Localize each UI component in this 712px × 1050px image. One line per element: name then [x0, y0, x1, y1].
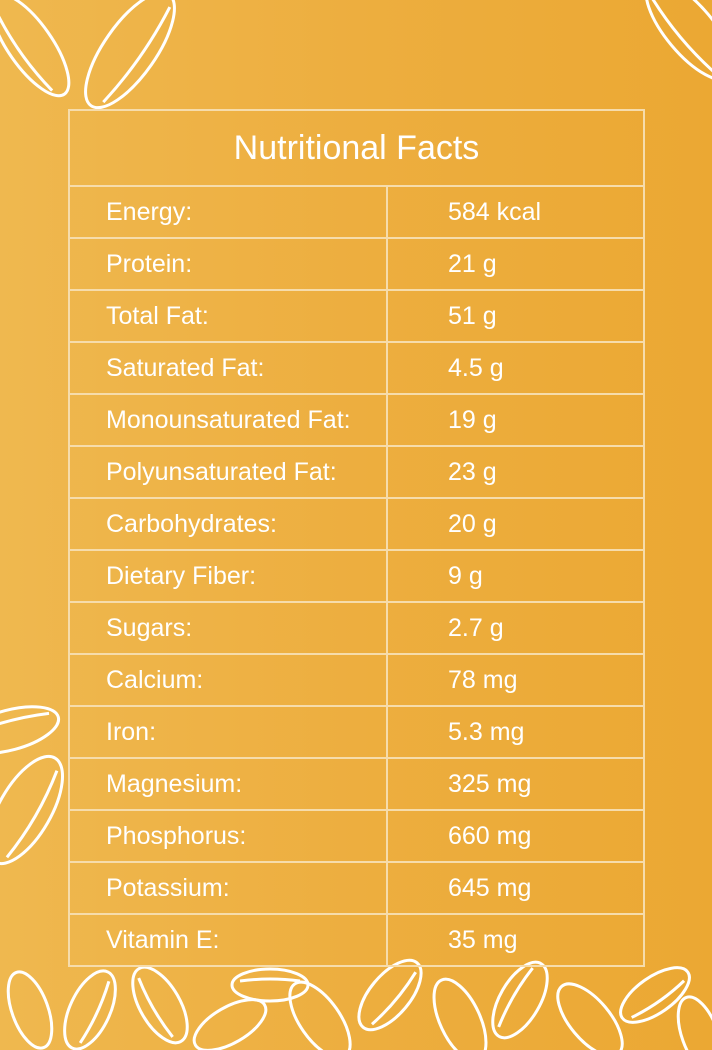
nutrient-row: Energy: 584 kcal — [68, 185, 645, 239]
nutrient-amount: 4.5 g — [386, 341, 645, 395]
nutrient-amount: 645 mg — [386, 861, 645, 915]
nutrient-name: Magnesium: — [68, 757, 388, 811]
nutrient-name: Saturated Fat: — [68, 341, 388, 395]
nutrient-row: Total Fat: 51 g — [68, 289, 645, 343]
nutrient-name: Monounsaturated Fat: — [68, 393, 388, 447]
nutrient-amount: 51 g — [386, 289, 645, 343]
nutrient-name: Dietary Fiber: — [68, 549, 388, 603]
nutrient-name: Sugars: — [68, 601, 388, 655]
nutrient-amount: 2.7 g — [386, 601, 645, 655]
nutrient-row: Iron: 5.3 mg — [68, 705, 645, 759]
nutrient-row: Dietary Fiber: 9 g — [68, 549, 645, 603]
nutrient-name: Vitamin E: — [68, 913, 388, 967]
nutrient-amount: 78 mg — [386, 653, 645, 707]
nutrient-row: Monounsaturated Fat: 19 g — [68, 393, 645, 447]
nutrient-name: Phosphorus: — [68, 809, 388, 863]
nutrient-name: Iron: — [68, 705, 388, 759]
nutrient-amount: 9 g — [386, 549, 645, 603]
nutrient-name: Protein: — [68, 237, 388, 291]
nutrient-name: Total Fat: — [68, 289, 388, 343]
nutrient-name: Polyunsaturated Fat: — [68, 445, 388, 499]
nutrient-amount: 23 g — [386, 445, 645, 499]
nutrient-amount: 21 g — [386, 237, 645, 291]
nutrient-amount: 660 mg — [386, 809, 645, 863]
nutrient-row: Saturated Fat: 4.5 g — [68, 341, 645, 395]
nutrient-amount: 20 g — [386, 497, 645, 551]
nutrient-name: Calcium: — [68, 653, 388, 707]
nutrient-amount: 325 mg — [386, 757, 645, 811]
nutrient-amount: 19 g — [386, 393, 645, 447]
nutrient-row: Magnesium: 325 mg — [68, 757, 645, 811]
nutrient-row: Calcium: 78 mg — [68, 653, 645, 707]
nutrient-name: Potassium: — [68, 861, 388, 915]
nutrient-amount: 5.3 mg — [386, 705, 645, 759]
nutrient-row: Vitamin E: 35 mg — [68, 913, 645, 967]
nutrient-amount: 35 mg — [386, 913, 645, 967]
nutrient-name: Carbohydrates: — [68, 497, 388, 551]
table-title: Nutritional Facts — [68, 109, 645, 187]
nutrient-name: Energy: — [68, 185, 388, 239]
nutrient-row: Potassium: 645 mg — [68, 861, 645, 915]
nutrition-table: Nutritional Facts Energy: 584 kcal Protein… — [68, 109, 645, 967]
nutrient-row: Protein: 21 g — [68, 237, 645, 291]
nutrient-row: Carbohydrates: 20 g — [68, 497, 645, 551]
nutrient-amount: 584 kcal — [386, 185, 645, 239]
title-row: Nutritional Facts — [68, 109, 645, 187]
nutrient-row: Polyunsaturated Fat: 23 g — [68, 445, 645, 499]
nutrient-row: Phosphorus: 660 mg — [68, 809, 645, 863]
nutrient-row: Sugars: 2.7 g — [68, 601, 645, 655]
